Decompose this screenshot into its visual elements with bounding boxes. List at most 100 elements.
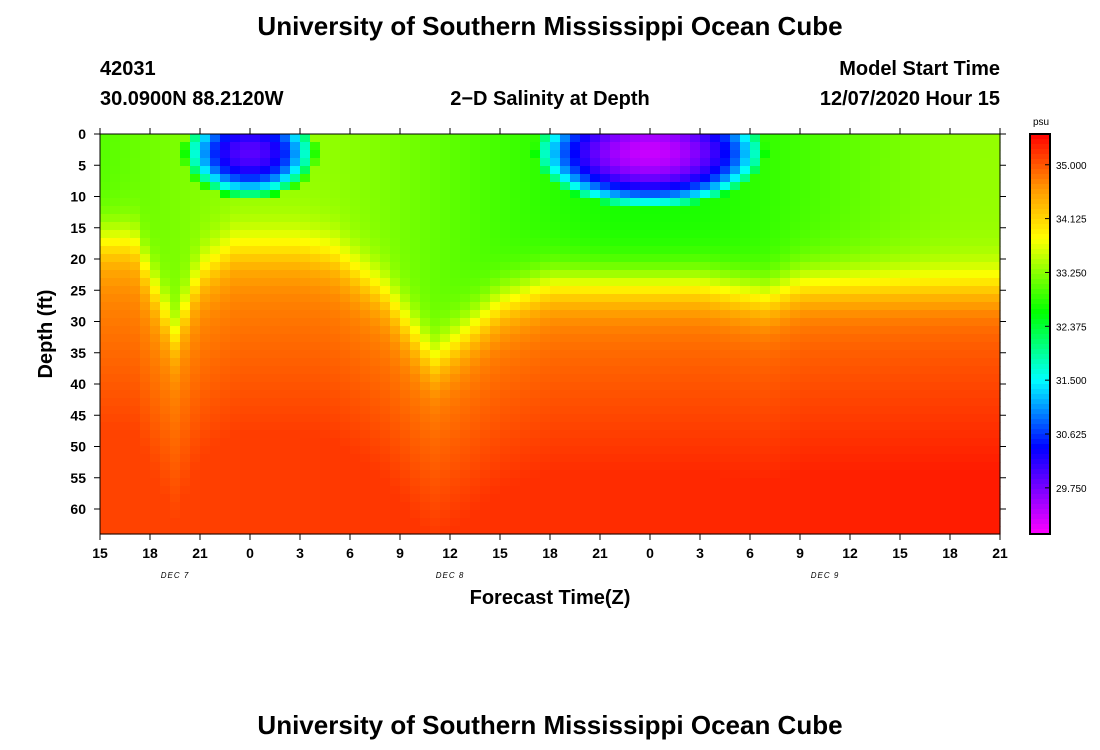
heatmap-cell xyxy=(960,254,971,263)
heatmap-cell xyxy=(860,502,871,511)
x-tick-label: 18 xyxy=(942,545,958,561)
heatmap-cell xyxy=(140,390,151,399)
heatmap-cell xyxy=(130,398,141,407)
heatmap-cell xyxy=(180,494,191,503)
heatmap-cell xyxy=(560,494,571,503)
heatmap-cell xyxy=(720,406,731,415)
heatmap-cell xyxy=(120,142,131,151)
heatmap-cell xyxy=(740,198,751,207)
heatmap-cell xyxy=(350,214,361,223)
heatmap-cell xyxy=(320,350,331,359)
heatmap-cell xyxy=(720,494,731,503)
heatmap-cell xyxy=(340,326,351,335)
heatmap-cell xyxy=(850,214,861,223)
heatmap-cell xyxy=(580,182,591,191)
heatmap-cell xyxy=(900,374,911,383)
heatmap-cell xyxy=(850,302,861,311)
heatmap-cell xyxy=(800,454,811,463)
heatmap-cell xyxy=(630,238,641,247)
heatmap-cell xyxy=(530,198,541,207)
heatmap-cell xyxy=(230,198,241,207)
heatmap-cell xyxy=(200,318,211,327)
heatmap-cell xyxy=(640,302,651,311)
heatmap-cell xyxy=(250,286,261,295)
heatmap-cell xyxy=(700,198,711,207)
heatmap-cell xyxy=(100,518,111,527)
heatmap-cell xyxy=(650,502,661,511)
heatmap-cell xyxy=(150,518,161,527)
heatmap-cell xyxy=(350,398,361,407)
heatmap-cell xyxy=(630,510,641,519)
heatmap-cell xyxy=(660,526,671,535)
heatmap-cell xyxy=(540,334,551,343)
heatmap-cell xyxy=(390,262,401,271)
heatmap-cell xyxy=(980,166,991,175)
heatmap-cell xyxy=(740,462,751,471)
heatmap-cell xyxy=(300,502,311,511)
heatmap-cell xyxy=(760,190,771,199)
heatmap-cell xyxy=(500,158,511,167)
heatmap-cell xyxy=(930,398,941,407)
heatmap-cell xyxy=(140,246,151,255)
heatmap-cell xyxy=(750,166,761,175)
heatmap-cell xyxy=(720,278,731,287)
heatmap-cell xyxy=(760,302,771,311)
heatmap-cell xyxy=(520,206,531,215)
heatmap-cell xyxy=(120,470,131,479)
heatmap-cell xyxy=(340,430,351,439)
heatmap-cell xyxy=(630,214,641,223)
heatmap-cell xyxy=(800,342,811,351)
heatmap-cell xyxy=(650,134,661,143)
heatmap-cell xyxy=(230,518,241,527)
heatmap-cell xyxy=(360,334,371,343)
y-tick-label: 15 xyxy=(70,220,86,236)
heatmap-cell xyxy=(740,454,751,463)
heatmap-cell xyxy=(590,526,601,535)
heatmap-cell xyxy=(760,166,771,175)
heatmap-cell xyxy=(160,286,171,295)
heatmap-cell xyxy=(270,382,281,391)
heatmap-cell xyxy=(270,358,281,367)
heatmap-cell xyxy=(420,206,431,215)
heatmap-cell xyxy=(580,166,591,175)
heatmap-cell xyxy=(580,318,591,327)
heatmap-cell xyxy=(540,326,551,335)
heatmap-cell xyxy=(800,230,811,239)
heatmap-cell xyxy=(400,326,411,335)
heatmap-cell xyxy=(850,454,861,463)
heatmap-cell xyxy=(730,510,741,519)
heatmap-cell xyxy=(650,486,661,495)
heatmap-cell xyxy=(660,382,671,391)
heatmap-cell xyxy=(860,526,871,535)
heatmap-cell xyxy=(590,502,601,511)
heatmap-cell xyxy=(280,206,291,215)
heatmap-cell xyxy=(630,430,641,439)
heatmap-cell xyxy=(950,414,961,423)
heatmap-cell xyxy=(630,142,641,151)
heatmap-cell xyxy=(850,478,861,487)
heatmap-cell xyxy=(570,406,581,415)
heatmap-cell xyxy=(100,222,111,231)
heatmap-cell xyxy=(640,254,651,263)
heatmap-cell xyxy=(470,342,481,351)
heatmap-cell xyxy=(640,230,651,239)
heatmap-cell xyxy=(490,246,501,255)
heatmap-cell xyxy=(520,462,531,471)
heatmap-cell xyxy=(430,214,441,223)
heatmap-cell xyxy=(350,446,361,455)
heatmap-cell xyxy=(180,254,191,263)
heatmap-cell xyxy=(830,254,841,263)
heatmap-cell xyxy=(680,398,691,407)
heatmap-cell xyxy=(510,278,521,287)
heatmap-cell xyxy=(820,342,831,351)
heatmap-cell xyxy=(260,150,271,159)
heatmap-cell xyxy=(320,230,331,239)
heatmap-cell xyxy=(430,350,441,359)
heatmap-cell xyxy=(200,390,211,399)
heatmap-cell xyxy=(190,518,201,527)
heatmap-cell xyxy=(460,334,471,343)
heatmap-cell xyxy=(520,150,531,159)
heatmap-cell xyxy=(390,246,401,255)
heatmap-cell xyxy=(970,182,981,191)
heatmap-cell xyxy=(450,518,461,527)
